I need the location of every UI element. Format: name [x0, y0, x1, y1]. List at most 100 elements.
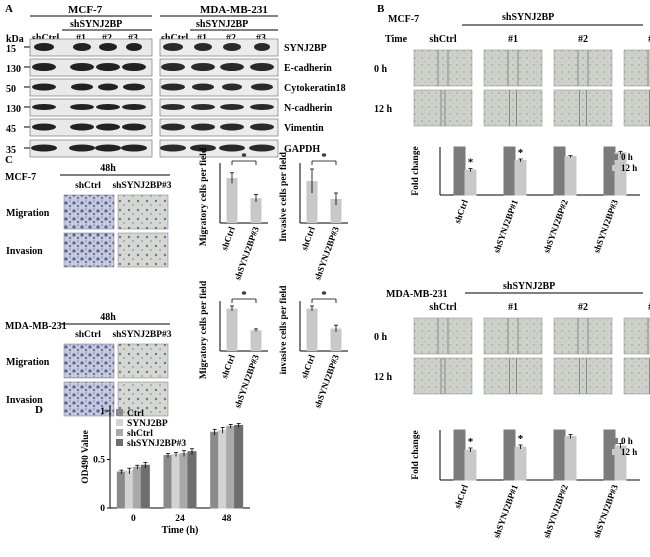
blot-band: [220, 123, 244, 131]
blot-band: [32, 104, 56, 110]
wound-image: [623, 49, 650, 87]
panel-a-cellline-mda: MDA-MB-231: [200, 4, 268, 16]
lane-label-mcf7: shCtrl: [32, 33, 59, 44]
bar: [179, 453, 189, 509]
bar: [210, 431, 220, 509]
wound-image: [553, 317, 613, 355]
lane-label-mda: shCtrl: [161, 33, 188, 44]
blot-band: [32, 63, 56, 71]
x-tick-label: 0: [131, 514, 136, 524]
legend-swatch: [116, 439, 123, 446]
y-axis-label: Invasive cells per field: [279, 151, 289, 242]
legend-label: 12 h: [621, 163, 637, 173]
panel-b-mda-group: shSYNJ2BP: [503, 281, 555, 292]
y-axis-label: invasive cells per field: [279, 285, 289, 374]
blot-band: [99, 43, 117, 51]
panel-a-group-mcf7: shSYNJ2BP: [70, 19, 122, 30]
x-tick-label: shSYNJ2BP#3: [232, 225, 261, 282]
significance-marker: *: [468, 436, 474, 448]
lane-label-mda: #1: [197, 33, 207, 44]
blot-band: [121, 144, 147, 152]
significance-marker: *: [321, 151, 327, 163]
bar: [140, 464, 150, 509]
blot-band: [96, 123, 120, 131]
panel-c-letter: C: [5, 154, 13, 166]
wound-image: [553, 357, 613, 395]
wound-column-label: #3: [648, 34, 650, 45]
transwell-row-label: Migration: [6, 208, 50, 219]
panel-a-letter: A: [5, 3, 13, 15]
panel-b-mcf7-label: MCF-7: [388, 14, 419, 25]
wound-column-label: #2: [578, 34, 588, 45]
bar: [116, 471, 126, 509]
protein-label: Vimentin: [284, 123, 324, 134]
transwell-row-label: Migration: [6, 357, 50, 368]
y-axis-label: Fold change: [411, 146, 421, 195]
wound-image: [413, 317, 473, 355]
blot-band: [191, 63, 215, 71]
blot-strip-mda: [159, 58, 279, 77]
wound-column-label: shCtrl: [429, 302, 456, 313]
wound-row-label: 12 h: [374, 104, 393, 115]
blot-band: [73, 43, 91, 51]
x-tick-label: shSYNJ2BP#3: [591, 483, 620, 540]
lane-label-mcf7: #2: [102, 33, 112, 44]
bar: [553, 146, 566, 196]
lane-label-mda: #2: [226, 33, 236, 44]
bar: [503, 429, 516, 481]
panel-c-timepoint: 48h: [100, 163, 116, 174]
panel-c-cellline-label: MCF-7: [5, 172, 36, 183]
blot-band: [191, 123, 215, 131]
bar: [234, 424, 244, 509]
panel-a-cellline-mcf7: MCF-7: [68, 4, 103, 16]
bar: [132, 466, 142, 509]
x-tick-label: shSYNJ2BP#1: [491, 483, 520, 540]
wound-image: [483, 317, 543, 355]
transwell-image: [117, 343, 169, 379]
wound-image: [413, 49, 473, 87]
panel-b-mcf7-group: shSYNJ2BP: [502, 12, 554, 23]
protein-label: GAPDH: [284, 144, 320, 155]
transwell-image: [63, 343, 115, 379]
bar: [453, 146, 466, 196]
y-axis-label: OD490 Value: [81, 430, 91, 484]
blot-band: [250, 123, 274, 131]
legend-label: 0 h: [621, 152, 633, 162]
mw-marker: 50: [6, 84, 16, 95]
transwell-column-label: shSYNJ2BP#3: [112, 181, 171, 191]
protein-label: SYNJ2BP: [284, 43, 327, 54]
wound-column-label: #1: [508, 34, 518, 45]
wound-row-label: 12 h: [374, 372, 393, 383]
legend-label: 12 h: [621, 447, 637, 457]
wound-column-label: #1: [508, 302, 518, 313]
bar: [514, 446, 527, 481]
x-tick-label: shSYNJ2BP#3: [312, 353, 341, 410]
bar: [330, 328, 342, 351]
bar: [218, 429, 228, 509]
transwell-row-label: Invasion: [6, 246, 43, 257]
x-axis-label: Time (h): [162, 525, 199, 536]
x-tick-label: shSYNJ2BP#3: [591, 198, 620, 255]
bar: [564, 436, 577, 481]
transwell-image: [63, 194, 115, 230]
panel-c-cellline-label: MDA-MB-231: [5, 321, 67, 332]
blot-strip-mda: [159, 139, 279, 158]
legend-label: 0 h: [621, 436, 633, 446]
wound-column-label: #2: [578, 302, 588, 313]
blot-band: [220, 104, 244, 110]
blot-band: [223, 43, 241, 51]
blot-band: [222, 83, 242, 91]
blot-band: [122, 123, 146, 131]
bar: [553, 429, 566, 481]
x-tick-label: shCtrl: [219, 353, 237, 380]
significance-marker: *: [241, 151, 247, 163]
blot-band: [219, 144, 245, 152]
legend-label: shSYNJ2BP#3: [127, 439, 186, 449]
bar: [564, 156, 577, 196]
blot-band: [249, 144, 275, 152]
transwell-column-label: shSYNJ2BP#3: [112, 330, 171, 340]
bar: [187, 451, 197, 509]
blot-band: [163, 43, 183, 51]
blot-band: [98, 83, 118, 91]
x-tick-label: shSYNJ2BP#1: [491, 198, 520, 255]
